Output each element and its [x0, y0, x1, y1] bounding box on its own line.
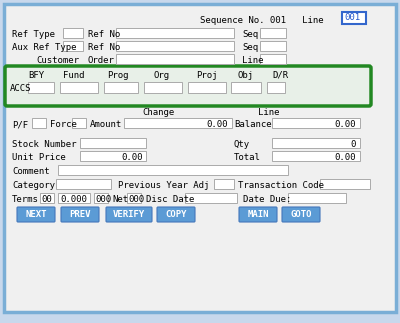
- Bar: [260, 41, 286, 51]
- Text: 0.00: 0.00: [122, 153, 143, 162]
- Bar: [214, 179, 234, 189]
- FancyBboxPatch shape: [106, 207, 152, 222]
- Bar: [32, 118, 46, 128]
- Text: Aux Ref Type: Aux Ref Type: [12, 43, 76, 52]
- Text: Ref No: Ref No: [88, 43, 120, 52]
- Bar: [72, 118, 86, 128]
- Bar: [267, 82, 285, 93]
- Bar: [320, 179, 370, 189]
- Bar: [272, 151, 360, 161]
- Bar: [231, 82, 261, 93]
- Bar: [116, 41, 234, 51]
- Bar: [342, 12, 366, 24]
- Text: NEXT: NEXT: [25, 210, 47, 219]
- Text: Category: Category: [12, 181, 55, 190]
- Text: Proj: Proj: [196, 71, 218, 80]
- Text: Ref No: Ref No: [88, 30, 120, 39]
- FancyBboxPatch shape: [61, 207, 99, 222]
- Text: 0.000: 0.000: [60, 195, 87, 204]
- Text: P/F: P/F: [12, 120, 28, 129]
- Text: Comment: Comment: [12, 167, 50, 176]
- Text: 0.00: 0.00: [334, 153, 356, 162]
- Bar: [58, 193, 90, 203]
- Text: Amount: Amount: [90, 120, 122, 129]
- FancyBboxPatch shape: [282, 207, 320, 222]
- Text: Line: Line: [242, 56, 264, 65]
- Bar: [144, 82, 182, 93]
- Bar: [63, 41, 83, 51]
- Text: BFY: BFY: [28, 71, 44, 80]
- FancyBboxPatch shape: [5, 66, 371, 106]
- Text: Change: Change: [142, 108, 174, 117]
- Bar: [288, 193, 346, 203]
- Text: COPY: COPY: [165, 210, 187, 219]
- Bar: [272, 118, 360, 128]
- Text: Prog: Prog: [107, 71, 128, 80]
- Text: Balance: Balance: [234, 120, 272, 129]
- Text: Previous Year Adj: Previous Year Adj: [118, 181, 209, 190]
- Text: Customer: Customer: [36, 56, 79, 65]
- Bar: [58, 165, 288, 175]
- Text: VERIFY: VERIFY: [113, 210, 145, 219]
- Bar: [260, 28, 286, 38]
- Text: Terms: Terms: [12, 195, 39, 204]
- Bar: [124, 118, 232, 128]
- Text: 00: 00: [41, 195, 52, 204]
- Text: Obj: Obj: [238, 71, 254, 80]
- Bar: [188, 82, 226, 93]
- FancyBboxPatch shape: [17, 207, 55, 222]
- Text: ACCS: ACCS: [10, 84, 32, 93]
- Bar: [40, 193, 54, 203]
- Text: 0: 0: [351, 140, 356, 149]
- Text: 0.00: 0.00: [206, 120, 228, 129]
- Text: Date Due:: Date Due:: [243, 195, 291, 204]
- Text: 000: 000: [95, 195, 111, 204]
- Bar: [185, 193, 237, 203]
- Bar: [272, 138, 360, 148]
- Text: Unit Price: Unit Price: [12, 153, 66, 162]
- Text: Total: Total: [234, 153, 261, 162]
- Text: Transaction Code: Transaction Code: [238, 181, 324, 190]
- Bar: [63, 28, 83, 38]
- Bar: [104, 82, 138, 93]
- Text: Order: Order: [88, 56, 115, 65]
- Bar: [80, 138, 146, 148]
- Text: Org: Org: [153, 71, 169, 80]
- Bar: [116, 28, 234, 38]
- Bar: [260, 54, 286, 64]
- FancyBboxPatch shape: [239, 207, 277, 222]
- Text: Qty: Qty: [234, 140, 250, 149]
- Text: Sequence No. 001   Line: Sequence No. 001 Line: [200, 16, 324, 25]
- Bar: [28, 82, 54, 93]
- Text: Net: Net: [112, 195, 128, 204]
- Text: Disc Date: Disc Date: [146, 195, 194, 204]
- Bar: [127, 193, 141, 203]
- Bar: [80, 151, 146, 161]
- Text: GOTO: GOTO: [290, 210, 312, 219]
- Text: 0.00: 0.00: [334, 120, 356, 129]
- Text: Line: Line: [258, 108, 280, 117]
- Text: Seq: Seq: [242, 43, 258, 52]
- Text: MAIN: MAIN: [247, 210, 269, 219]
- Bar: [60, 82, 98, 93]
- Text: Ref Type: Ref Type: [12, 30, 55, 39]
- Text: PREV: PREV: [69, 210, 91, 219]
- Bar: [94, 193, 108, 203]
- Text: Force: Force: [50, 120, 77, 129]
- FancyBboxPatch shape: [157, 207, 195, 222]
- Text: Stock Number: Stock Number: [12, 140, 76, 149]
- Text: D/R: D/R: [272, 71, 288, 80]
- Text: 001: 001: [344, 13, 360, 22]
- Text: 000: 000: [128, 195, 144, 204]
- Text: Seq: Seq: [242, 30, 258, 39]
- Bar: [56, 179, 111, 189]
- Text: Fund: Fund: [63, 71, 84, 80]
- Bar: [116, 54, 234, 64]
